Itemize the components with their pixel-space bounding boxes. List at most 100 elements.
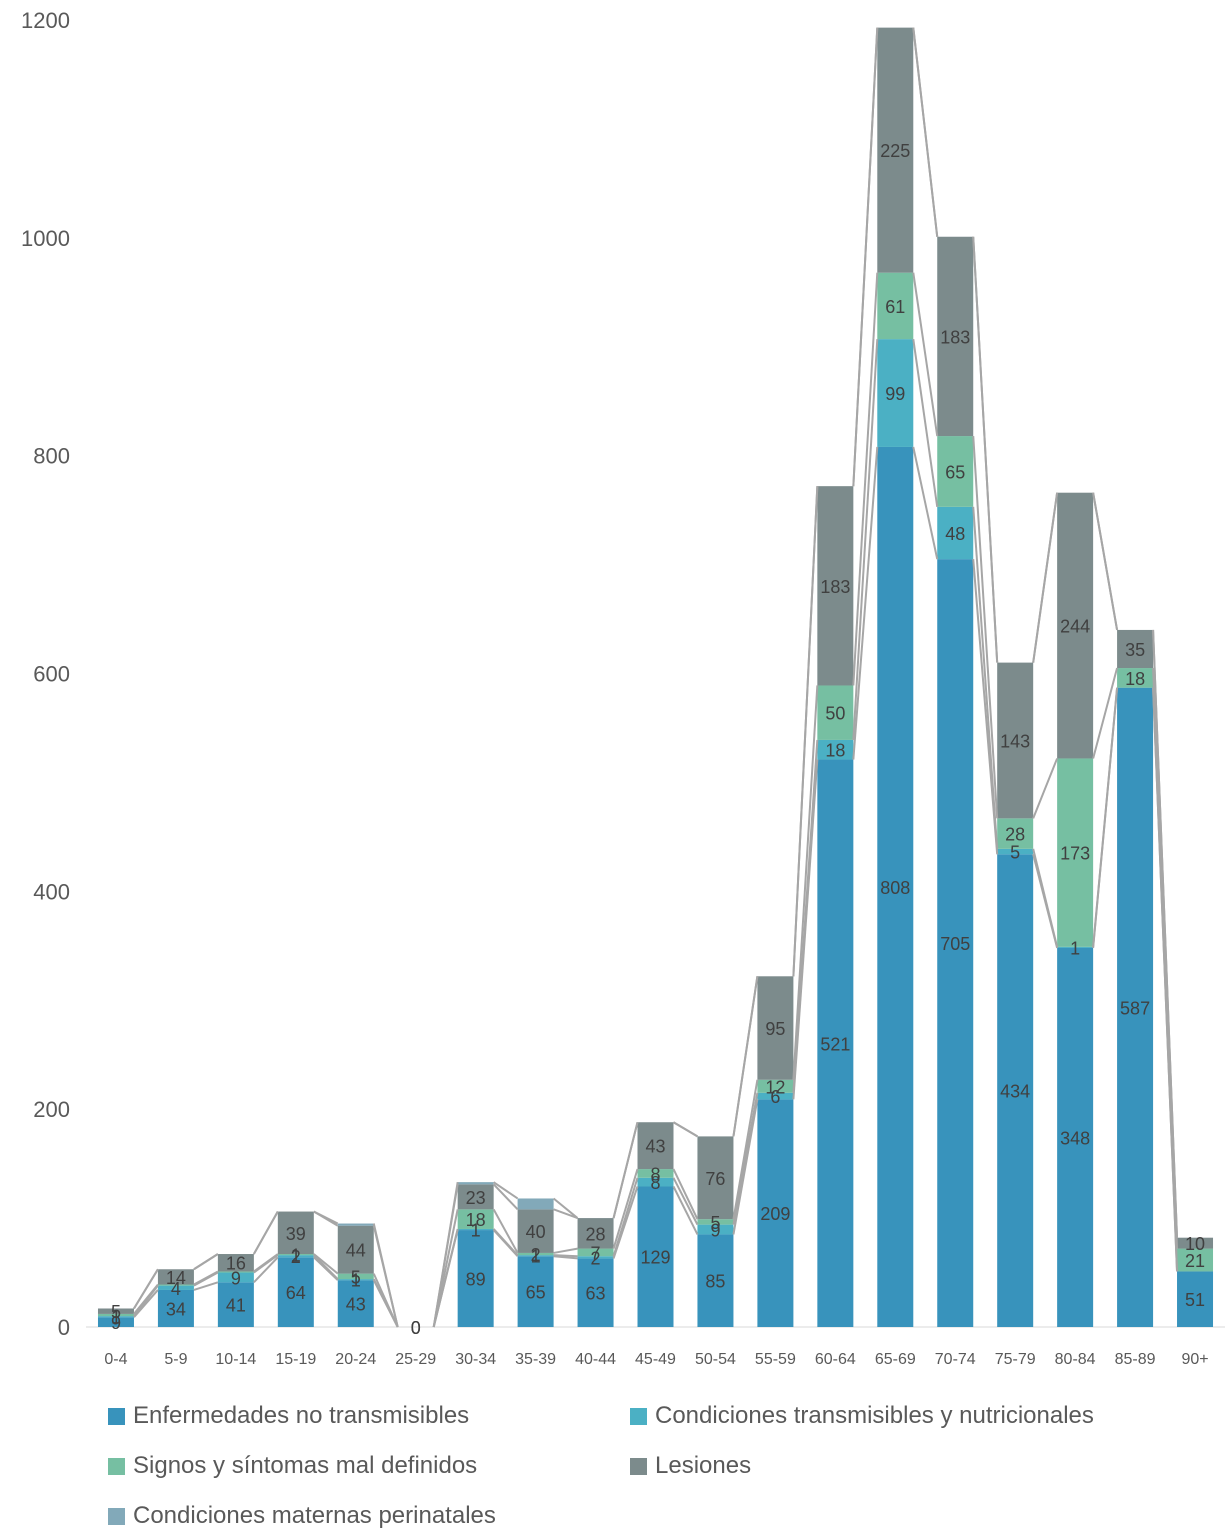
bar-segment xyxy=(1057,946,1094,948)
data-label: 1 xyxy=(291,1246,301,1266)
x-tick-label: 20-24 xyxy=(335,1351,376,1368)
series-line xyxy=(193,1281,219,1291)
bar-segment xyxy=(337,1280,374,1327)
bar-segment xyxy=(817,486,854,686)
bar-segment xyxy=(697,1234,734,1327)
bar-segment xyxy=(157,1284,194,1286)
bar-segment xyxy=(937,506,974,560)
data-label: 28 xyxy=(586,1224,606,1244)
y-tick-label: 800 xyxy=(33,444,70,469)
series-line xyxy=(553,1254,578,1258)
series-line xyxy=(432,1181,459,1328)
x-tick-label: 15-19 xyxy=(275,1351,316,1368)
data-label: 10 xyxy=(1185,1234,1205,1254)
series-line xyxy=(133,1268,159,1310)
series-line xyxy=(852,272,879,686)
bar-segment xyxy=(157,1269,194,1285)
legend-swatch xyxy=(108,1407,125,1425)
series-line xyxy=(612,1121,639,1219)
stacked-bar-chart: 0 200 400 600 800 1000 1200 9 34 41 64 43 0 89 65 63 129… xyxy=(21,8,1225,1368)
legend-item: Condiciones maternas perinatales xyxy=(108,1498,496,1534)
data-label: 65 xyxy=(945,462,965,482)
data-label: 1 xyxy=(471,1221,481,1241)
legend-label: Signos y síntomas mal definidos xyxy=(133,1452,478,1479)
bar-segment xyxy=(217,1282,254,1327)
series-line xyxy=(1092,667,1119,759)
data-label: 41 xyxy=(226,1296,246,1316)
data-label: 8 xyxy=(650,1164,660,1184)
series-line xyxy=(253,1253,279,1273)
data-label: 85 xyxy=(705,1272,725,1292)
bar-segment xyxy=(937,236,974,437)
bar-segment xyxy=(997,854,1034,1327)
bar-segment xyxy=(97,1316,134,1318)
x-tick-label: 5-9 xyxy=(164,1351,187,1368)
series-line xyxy=(372,1273,399,1328)
bar-segment xyxy=(577,1258,614,1327)
data-label: 99 xyxy=(885,384,905,404)
bar-segment xyxy=(337,1223,374,1226)
bar-segment xyxy=(277,1257,314,1327)
series-line xyxy=(852,446,879,760)
data-label: 183 xyxy=(820,577,850,597)
data-label: 76 xyxy=(705,1169,725,1189)
data-label: 225 xyxy=(880,141,910,161)
bar-segment xyxy=(817,685,854,740)
bar-segment xyxy=(457,1228,494,1231)
y-tick-label: 1000 xyxy=(21,226,70,251)
bar-segment xyxy=(517,1209,554,1253)
x-tick-label: 40-44 xyxy=(575,1351,616,1368)
data-label: 21 xyxy=(1185,1251,1205,1271)
bar-segment xyxy=(1117,629,1154,669)
data-label: 9 xyxy=(111,1313,121,1333)
series-line xyxy=(133,1289,159,1318)
legend-item: Signos y síntomas mal definidos xyxy=(108,1448,477,1484)
chart-legend: Enfermedades no transmisibles Condiciones… xyxy=(0,1392,1225,1532)
x-tick-label: 75-79 xyxy=(995,1351,1036,1368)
data-label: 89 xyxy=(466,1270,486,1290)
series-line xyxy=(792,739,819,1093)
data-label: 434 xyxy=(1000,1082,1030,1102)
bar-segment xyxy=(157,1285,194,1290)
data-label: 7 xyxy=(591,1243,601,1263)
series-line xyxy=(852,27,879,487)
bar-segment xyxy=(217,1271,254,1273)
legend-swatch xyxy=(108,1457,125,1475)
y-tick-label: 600 xyxy=(33,662,70,687)
data-label: 2 xyxy=(291,1247,301,1267)
data-label: 61 xyxy=(885,297,905,317)
y-tick-label: 1200 xyxy=(21,8,70,33)
x-tick-label: 70-74 xyxy=(935,1351,976,1368)
data-label: 705 xyxy=(940,934,970,954)
legend-label: Condiciones transmisibles y nutricionale… xyxy=(655,1402,1094,1429)
bar-segment xyxy=(1117,687,1154,1327)
data-label: 5 xyxy=(351,1267,361,1287)
series-line xyxy=(1152,629,1179,1238)
bar-segment xyxy=(277,1211,314,1255)
x-tick-label: 55-59 xyxy=(755,1351,796,1368)
data-label: 129 xyxy=(640,1248,670,1268)
data-label: 28 xyxy=(1005,825,1025,845)
data-label: 2 xyxy=(591,1248,601,1268)
series-line xyxy=(852,339,879,740)
bar-segment xyxy=(637,1169,674,1178)
data-label: 521 xyxy=(820,1034,850,1054)
series-line xyxy=(492,1208,519,1254)
series-line xyxy=(732,1099,759,1235)
bar-segment xyxy=(637,1122,674,1170)
bar-segment xyxy=(157,1289,194,1327)
series-line xyxy=(732,1092,759,1225)
data-label: 50 xyxy=(825,704,845,724)
bar-segment xyxy=(1117,668,1154,688)
bar-segment xyxy=(1177,1237,1214,1249)
legend-label: Enfermedades no transmisibles xyxy=(133,1402,470,1429)
data-label: 173 xyxy=(1060,844,1090,864)
data-label: 9 xyxy=(710,1221,720,1241)
bar-segment xyxy=(517,1252,554,1256)
series-line xyxy=(672,1186,699,1235)
x-tick-label: 30-34 xyxy=(455,1351,496,1368)
bar-segment xyxy=(1057,947,1094,1327)
y-tick-label: 0 xyxy=(58,1315,70,1340)
legend-item: Lesiones xyxy=(630,1448,751,1484)
series-line xyxy=(313,1210,339,1225)
